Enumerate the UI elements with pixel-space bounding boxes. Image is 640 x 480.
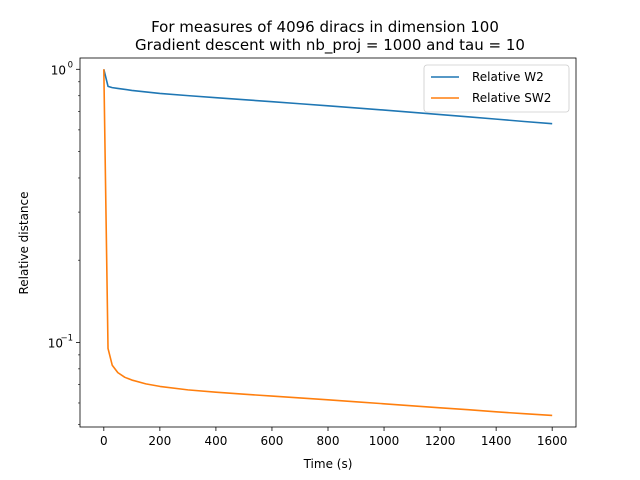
x-axis-label: Time (s) — [303, 457, 353, 471]
y-tick-exponent: 0 — [68, 60, 73, 70]
legend-box — [423, 64, 570, 113]
x-tick-label: 600 — [261, 434, 284, 448]
x-tick-label: 400 — [204, 434, 227, 448]
x-tick-label: 0 — [100, 434, 108, 448]
series-line-1 — [103, 69, 553, 125]
y-tick-label: 10 — [51, 63, 66, 77]
x-tick-label: 1200 — [425, 434, 456, 448]
legend-label-1: Relative W2 — [472, 70, 544, 84]
x-tick-label: 1600 — [537, 434, 568, 448]
chart-title: For measures of 4096 diracs in dimension… — [151, 18, 499, 36]
axes-frame — [79, 57, 577, 428]
chart-subtitle: Gradient descent with nb_proj = 1000 and… — [135, 36, 525, 55]
x-tick-label: 800 — [317, 434, 340, 448]
y-tick-exponent: −1 — [60, 333, 73, 343]
legend: Relative W2 Relative SW2 — [423, 64, 570, 113]
x-tick-label: 200 — [148, 434, 171, 448]
series-line-2 — [103, 69, 553, 417]
y-axis-label: Relative distance — [17, 191, 31, 294]
legend-label-2: Relative SW2 — [472, 91, 551, 105]
x-tick-label: 1400 — [481, 434, 512, 448]
x-tick-label: 1000 — [369, 434, 400, 448]
y-tick-label: 10 — [48, 336, 63, 350]
